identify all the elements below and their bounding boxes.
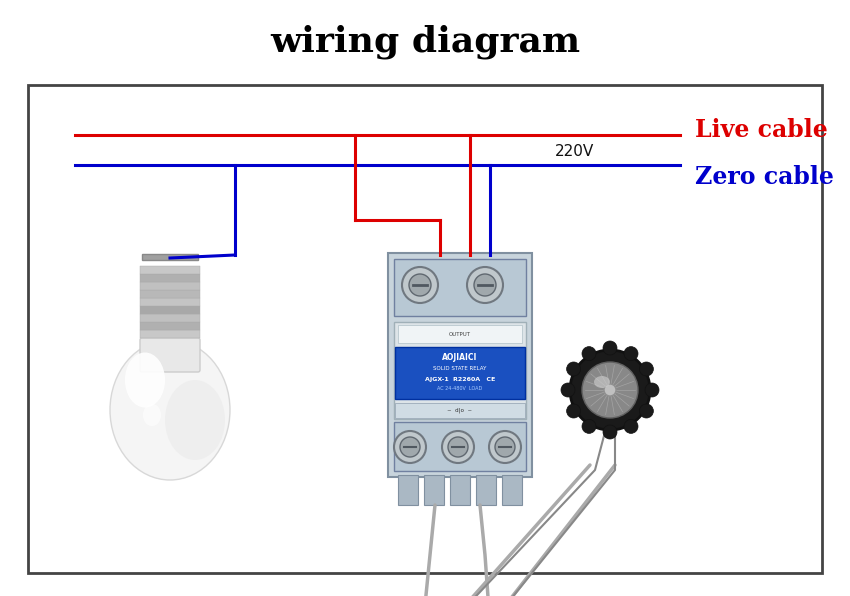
Circle shape <box>639 362 654 376</box>
FancyBboxPatch shape <box>398 325 522 343</box>
Bar <box>502 475 522 505</box>
Circle shape <box>645 383 659 397</box>
Bar <box>140 298 200 306</box>
Circle shape <box>561 383 575 397</box>
Bar <box>28 85 822 573</box>
Circle shape <box>603 341 617 355</box>
FancyBboxPatch shape <box>395 403 525 418</box>
Text: SOLID STATE RELAY: SOLID STATE RELAY <box>434 367 487 371</box>
Text: 220V: 220V <box>555 144 594 160</box>
Circle shape <box>624 347 638 361</box>
Text: AC 24-480V  LOAD: AC 24-480V LOAD <box>438 386 483 390</box>
Circle shape <box>489 431 521 463</box>
FancyBboxPatch shape <box>142 254 198 260</box>
Ellipse shape <box>594 376 610 388</box>
Text: OUTPUT: OUTPUT <box>449 331 471 337</box>
FancyBboxPatch shape <box>394 322 526 419</box>
Bar <box>140 306 200 314</box>
Bar <box>140 266 200 274</box>
Circle shape <box>570 350 650 430</box>
Circle shape <box>582 362 638 418</box>
Circle shape <box>495 437 515 457</box>
Bar <box>476 475 496 505</box>
FancyBboxPatch shape <box>394 422 526 471</box>
FancyBboxPatch shape <box>388 253 532 477</box>
Circle shape <box>639 404 654 418</box>
Text: AOJIAICI: AOJIAICI <box>442 353 478 362</box>
Circle shape <box>409 274 431 296</box>
Text: ~  d|o  ~: ~ d|o ~ <box>447 407 473 413</box>
Circle shape <box>604 384 616 396</box>
Circle shape <box>567 404 581 418</box>
Ellipse shape <box>143 404 161 426</box>
Bar <box>424 475 444 505</box>
Bar <box>398 475 418 505</box>
Circle shape <box>394 431 426 463</box>
FancyBboxPatch shape <box>394 259 526 316</box>
Text: Live cable: Live cable <box>695 118 828 142</box>
Circle shape <box>474 274 496 296</box>
Bar <box>140 322 200 330</box>
Circle shape <box>402 267 438 303</box>
Ellipse shape <box>110 340 230 480</box>
Bar <box>140 330 200 338</box>
Bar <box>140 314 200 322</box>
Circle shape <box>442 431 474 463</box>
Bar <box>140 274 200 282</box>
Ellipse shape <box>125 352 165 408</box>
Circle shape <box>624 420 638 433</box>
Text: AJGX-1  R2260A   CE: AJGX-1 R2260A CE <box>425 377 495 381</box>
FancyBboxPatch shape <box>140 338 200 372</box>
Bar <box>140 282 200 290</box>
Circle shape <box>582 347 596 361</box>
Bar <box>140 290 200 298</box>
Circle shape <box>448 437 468 457</box>
Circle shape <box>582 420 596 433</box>
Bar <box>450 475 470 505</box>
Circle shape <box>400 437 420 457</box>
Circle shape <box>567 362 581 376</box>
Text: Zero cable: Zero cable <box>695 165 834 189</box>
Circle shape <box>603 425 617 439</box>
Ellipse shape <box>165 380 225 460</box>
FancyBboxPatch shape <box>395 347 525 399</box>
Text: wiring diagram: wiring diagram <box>270 25 580 59</box>
Circle shape <box>467 267 503 303</box>
